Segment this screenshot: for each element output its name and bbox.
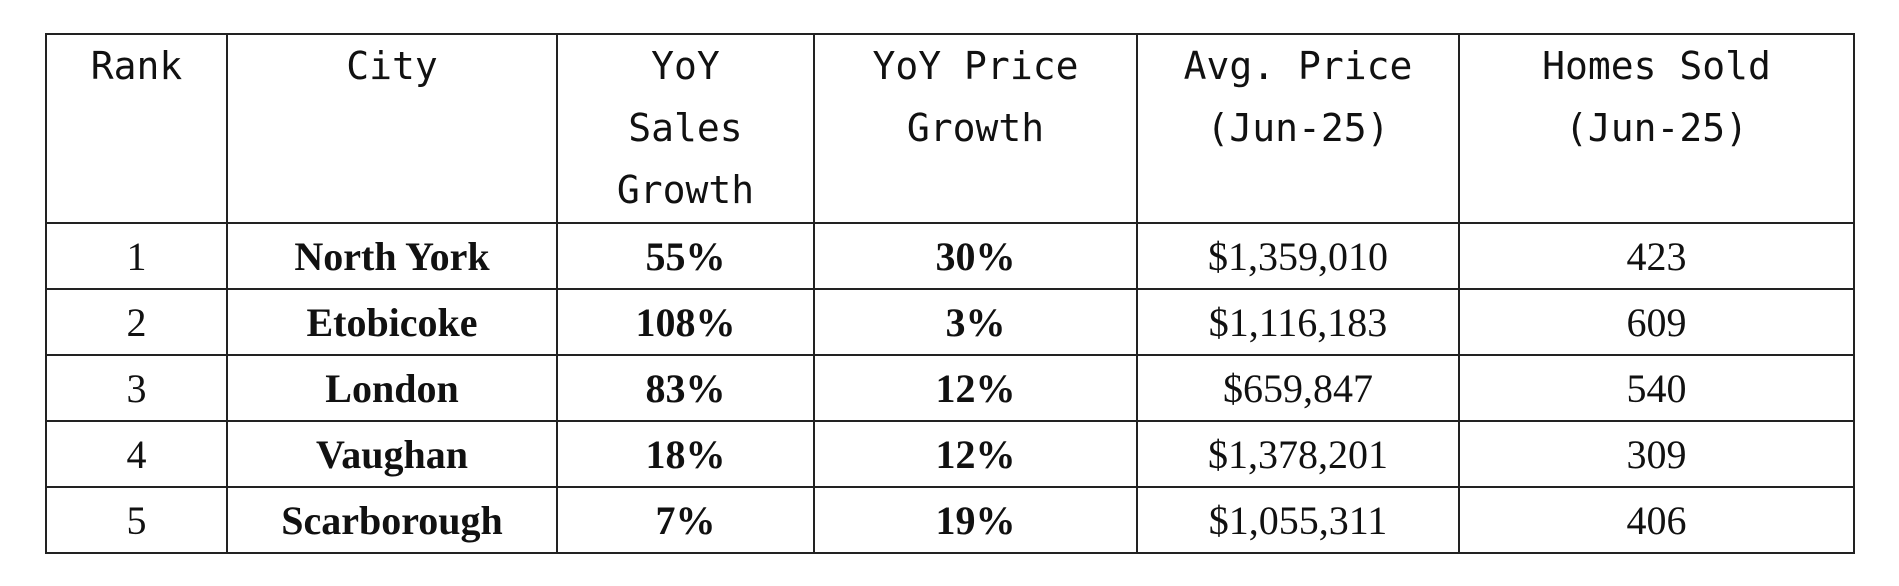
header-line: (Jun-25) [1206, 106, 1390, 150]
header-cell: Avg. Price (Jun-25) [1136, 33, 1460, 224]
table-cell: 309 [1458, 420, 1855, 488]
header-line: YoY Price [872, 44, 1079, 88]
table-cell: 1 [45, 222, 228, 290]
header-cell: Rank [45, 33, 228, 224]
table-cell: $1,359,010 [1136, 222, 1460, 290]
header-line: Rank [90, 44, 183, 88]
header-line: Growth [616, 168, 755, 212]
header-line: Sales [628, 106, 743, 150]
table-cell: 2 [45, 288, 228, 356]
table-cell: 30% [813, 222, 1138, 290]
table-cell: 406 [1458, 486, 1855, 554]
table-row: 2 Etobicoke 108% 3% $1,116,183 609 [45, 288, 1855, 356]
table-cell: $1,055,311 [1136, 486, 1460, 554]
table-row: 4 Vaughan 18% 12% $1,378,201 309 [45, 420, 1855, 488]
table-cell: 108% [556, 288, 815, 356]
table-cell: 18% [556, 420, 815, 488]
header-line: YoY [651, 44, 720, 88]
table-cell: $659,847 [1136, 354, 1460, 422]
header-line: Growth [906, 106, 1045, 150]
header-line: Avg. Price [1183, 44, 1413, 88]
table-cell: Vaughan [226, 420, 558, 488]
table-cell: 83% [556, 354, 815, 422]
table-cell: $1,116,183 [1136, 288, 1460, 356]
table-cell: North York [226, 222, 558, 290]
header-cell: Homes Sold (Jun-25) [1458, 33, 1855, 224]
table-cell: London [226, 354, 558, 422]
table-cell: $1,378,201 [1136, 420, 1460, 488]
header-line: (Jun-25) [1564, 106, 1749, 150]
table-cell: 3% [813, 288, 1138, 356]
header-cell: City [226, 33, 558, 224]
table-cell: Scarborough [226, 486, 558, 554]
header-line: Homes Sold [1542, 44, 1771, 88]
table-cell: 423 [1458, 222, 1855, 290]
header-line: City [346, 44, 438, 88]
table-cell: 540 [1458, 354, 1855, 422]
header-cell: YoY Price Growth [813, 33, 1138, 224]
table-cell: 609 [1458, 288, 1855, 356]
table-cell: 12% [813, 420, 1138, 488]
ranking-table: Rank City YoY Sales Growth YoY Price Growth Avg… [45, 33, 1855, 554]
table-cell: 5 [45, 486, 228, 554]
table-cell: 3 [45, 354, 228, 422]
header-row: Rank City YoY Sales Growth YoY Price Growth Avg… [45, 33, 1855, 224]
table-row: 3 London 83% 12% $659,847 540 [45, 354, 1855, 422]
table-wrap: Rank City YoY Sales Growth YoY Price Growth Avg… [45, 33, 1855, 554]
table-row: 5 Scarborough 7% 19% $1,055,311 406 [45, 486, 1855, 554]
table-cell: 7% [556, 486, 815, 554]
table-cell: 55% [556, 222, 815, 290]
table-cell: 4 [45, 420, 228, 488]
table-cell: 12% [813, 354, 1138, 422]
table-cell: 19% [813, 486, 1138, 554]
table-body: 1 North York 55% 30% $1,359,010 423 2 Etobicoke… [45, 222, 1855, 554]
header-cell: YoY Sales Growth [556, 33, 815, 224]
table-row: 1 North York 55% 30% $1,359,010 423 [45, 222, 1855, 290]
table-cell: Etobicoke [226, 288, 558, 356]
